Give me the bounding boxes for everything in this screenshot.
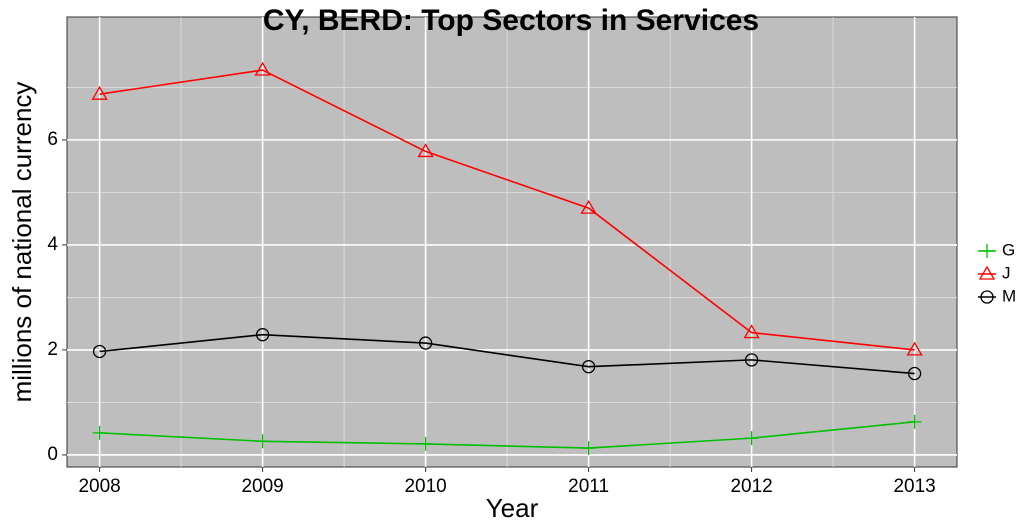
marker (744, 431, 759, 446)
series-line (99, 69, 915, 351)
marker (417, 143, 434, 158)
series-line (99, 421, 915, 449)
marker (255, 434, 270, 449)
x-tick-label: 2009 (241, 476, 283, 497)
legend-marker (978, 265, 996, 280)
marker (418, 436, 433, 451)
x-axis-label: Year (486, 493, 539, 523)
marker (92, 344, 107, 359)
legend-label: G (1002, 240, 1015, 259)
marker (581, 360, 596, 374)
marker (580, 199, 597, 214)
legend-label: J (1002, 263, 1011, 282)
series-line (99, 333, 915, 375)
y-tick-label: 4 (47, 234, 58, 255)
marker (91, 85, 108, 100)
x-tick-label: 2010 (404, 476, 446, 497)
x-tick-label: 2011 (568, 476, 609, 497)
x-tick-label: 2013 (893, 476, 935, 497)
marker (907, 366, 922, 381)
legend-marker (980, 244, 994, 258)
marker (744, 353, 759, 367)
marker (254, 61, 271, 76)
y-tick-label: 0 (47, 444, 58, 465)
marker (92, 425, 107, 440)
marker (255, 328, 270, 342)
legend-label: M (1002, 286, 1016, 305)
y-axis-label: millions of national currency (7, 82, 37, 403)
marker (743, 324, 760, 339)
y-tick-label: 2 (47, 339, 58, 360)
y-tick-label: 6 (47, 129, 58, 150)
marker (581, 441, 596, 456)
marker (907, 414, 922, 429)
marker (906, 341, 923, 356)
grid (67, 17, 957, 467)
chart-title: CY, BERD: Top Sectors in Services (263, 4, 759, 37)
legend-marker (980, 290, 994, 304)
marker (418, 336, 433, 350)
plot-panel (66, 16, 958, 468)
x-tick-label: 2012 (730, 476, 772, 497)
x-tick-label: 2008 (78, 476, 120, 497)
